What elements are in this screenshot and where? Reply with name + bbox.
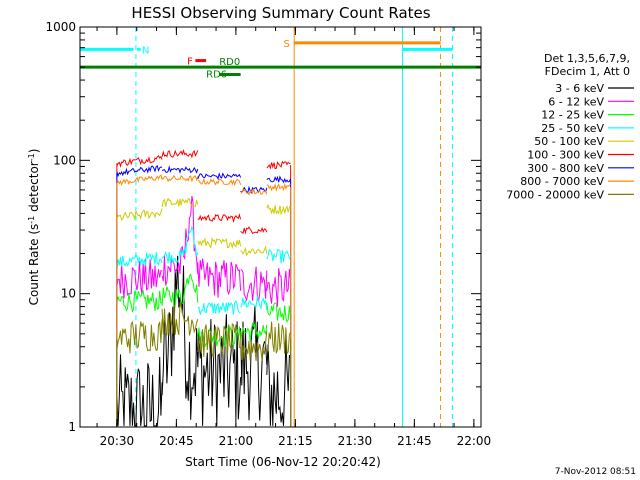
legend-label-6: 300 - 800 keV [527, 162, 604, 175]
flag-label-N: N [142, 45, 149, 56]
x-tick-label-6: 22:00 [457, 434, 492, 448]
legend-label-5: 100 - 300 keV [527, 149, 604, 162]
y-tick-label-1: 10 [61, 287, 76, 301]
axis-ticks: 20:30 20:45 21:00 21:15 21:30 21:45 22:00 1 10 10… [45, 20, 491, 448]
legend-header-0: Det 1,3,5,6,7,9, [544, 52, 630, 65]
series-trace-3 [116, 225, 291, 315]
legend-label-7: 800 - 7000 keV [520, 175, 604, 188]
legend-label-3: 25 - 50 keV [541, 122, 604, 135]
plot-area: N S F RD0 RD6 [79, 27, 481, 427]
x-tick-label-0: 20:30 [100, 434, 135, 448]
legend-label-8: 7000 - 20000 keV [506, 188, 604, 201]
series-trace-6 [116, 164, 292, 194]
legend-label-0: 3 - 6 keV [555, 82, 604, 95]
x-axis-label: Start Time (06-Nov-12 20:20:42) [185, 455, 381, 469]
flag-RD6: RD6 [206, 70, 241, 81]
flag-label-S: S [283, 39, 289, 50]
series-trace-7 [116, 174, 291, 196]
y-axis-label: Count Rate (s-1 detector-1) [27, 149, 42, 306]
x-tick-label-3: 21:15 [278, 434, 313, 448]
flag-S: S [283, 39, 441, 50]
x-tick-label-4: 21:30 [338, 434, 373, 448]
flag-RD0: RD0 [80, 57, 481, 69]
series-8 [116, 303, 292, 427]
series-trace-5 [116, 148, 291, 235]
series-trace-1 [116, 196, 292, 307]
x-tick-label-5: 21:45 [397, 434, 432, 448]
x-tick-label-2: 21:00 [219, 434, 254, 448]
flag-F: F [187, 57, 207, 68]
legend-label-4: 50 - 100 keV [534, 135, 604, 148]
y-tick-label-3: 1000 [45, 20, 76, 34]
x-tick-label-1: 20:45 [159, 434, 194, 448]
flag-label-RD6: RD6 [206, 70, 227, 81]
plot-frame [79, 26, 482, 428]
legend-header-1: FDecim 1, Att 0 [545, 65, 630, 78]
series-trace-2 [116, 273, 292, 349]
legend-label-1: 6 - 12 keV [548, 95, 604, 108]
series-trace-4 [116, 197, 292, 257]
series-trace-8 [116, 303, 292, 361]
y-tick-label-0: 1 [68, 420, 76, 434]
chart-title: HESSI Observing Summary Count Rates [131, 4, 430, 22]
legend: Det 1,3,5,6,7,9,FDecim 1, Att 0 3 - 6 keV… [506, 52, 634, 201]
flag-N: N [80, 45, 453, 56]
y-tick-label-2: 100 [53, 153, 76, 167]
flag-label-RD0: RD0 [219, 57, 240, 68]
legend-label-2: 12 - 25 keV [541, 109, 604, 122]
flag-label-F: F [187, 57, 193, 68]
footer-date: 7-Nov-2012 08:51 [555, 467, 636, 477]
